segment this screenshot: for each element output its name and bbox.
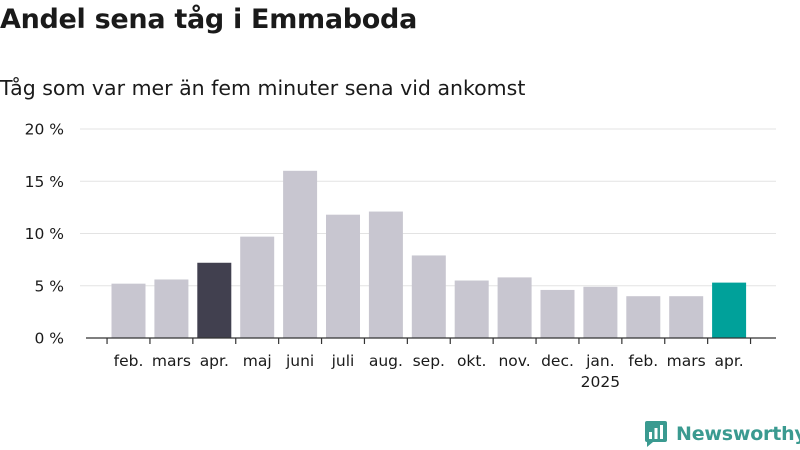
bar — [712, 282, 747, 338]
bar — [154, 279, 189, 338]
x-tick-label: maj — [243, 352, 272, 370]
bar — [583, 286, 618, 338]
bar — [283, 170, 318, 338]
y-tick-label: 5 % — [34, 277, 64, 295]
x-tick-label: juni — [285, 352, 314, 370]
y-tick-label: 20 % — [25, 121, 64, 139]
brand-name: Newsworthy — [676, 423, 800, 445]
newsworthy-logo: Newsworthy — [644, 420, 800, 448]
x-tick-label: sep. — [413, 352, 445, 370]
x-year-label: 2025 — [581, 373, 620, 391]
x-tick-label: okt. — [457, 352, 486, 370]
x-tick-label: mars — [667, 352, 706, 370]
bar — [368, 211, 403, 338]
x-axis — [86, 337, 776, 344]
bar — [240, 236, 275, 338]
bar — [197, 262, 232, 338]
y-tick-label: 0 % — [34, 330, 64, 348]
chart-title: Andel sena tåg i Emmaboda — [0, 4, 417, 35]
bar — [497, 277, 532, 338]
x-tick-label: nov. — [498, 352, 530, 370]
y-tick-label: 10 % — [25, 225, 64, 243]
x-tick-label: apr. — [714, 352, 743, 370]
x-tick-label: feb. — [114, 352, 144, 370]
bar — [111, 283, 146, 338]
bar — [411, 255, 446, 338]
bar — [626, 296, 661, 338]
x-tick-label: juli — [331, 352, 355, 370]
bar — [454, 280, 489, 338]
x-tick-label: aug. — [369, 352, 403, 370]
x-tick-label: mars — [152, 352, 191, 370]
bar — [326, 214, 360, 338]
tick-labels: 0 % 5 % 10 % 15 % 20 % feb. mars apr. maj juni jul… — [25, 121, 744, 392]
bar — [669, 296, 704, 338]
x-tick-label: jan. — [585, 352, 615, 370]
chart-subtitle: Tåg som var mer än fem minuter sena vid … — [0, 76, 526, 100]
bar — [540, 289, 575, 338]
x-tick-label: apr. — [200, 352, 229, 370]
y-tick-label: 15 % — [25, 173, 64, 191]
newsworthy-logo-icon — [645, 421, 667, 447]
bars — [111, 170, 747, 338]
x-tick-label: dec. — [541, 352, 574, 370]
x-tick-label: feb. — [628, 352, 658, 370]
